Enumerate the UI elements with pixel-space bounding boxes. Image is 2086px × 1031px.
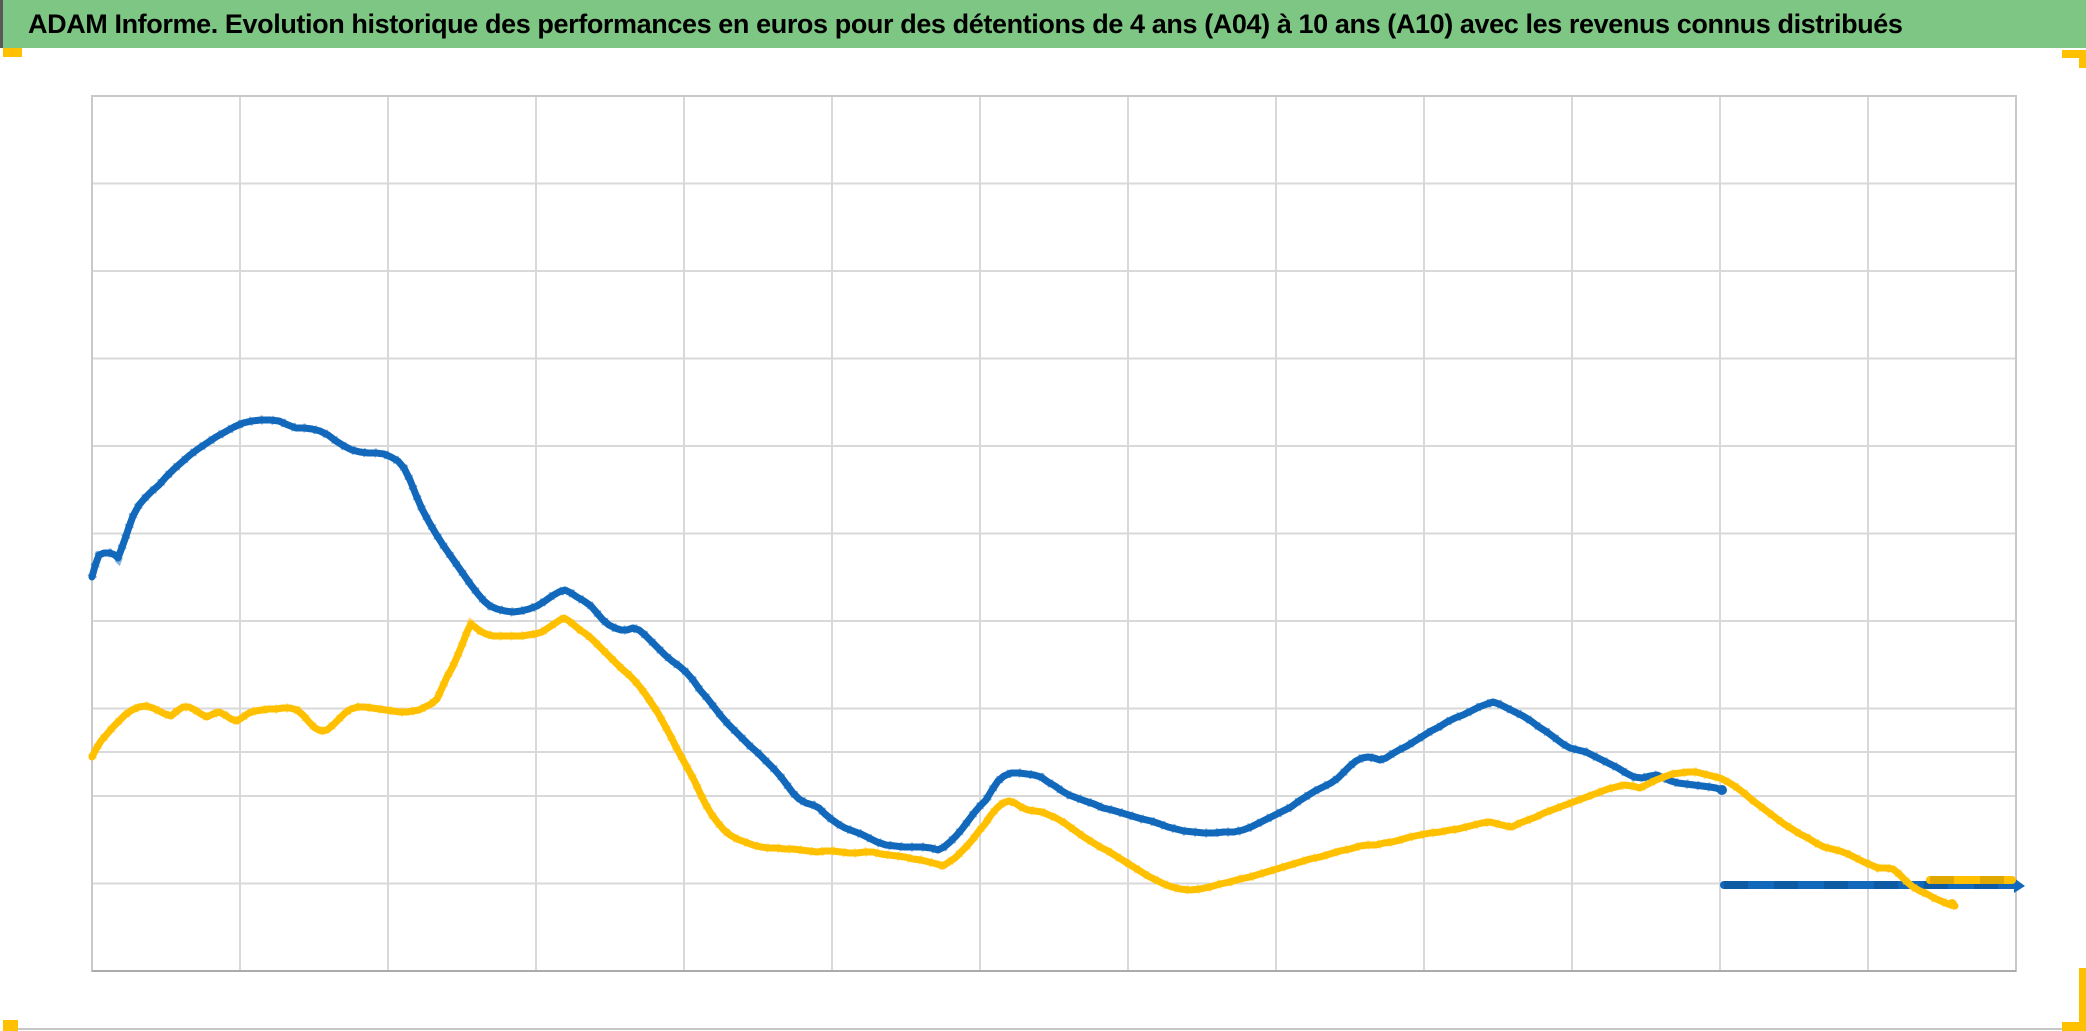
series-2-gold-end-cap xyxy=(1947,899,1957,909)
selection-bracket-top-right-v[interactable] xyxy=(2079,50,2086,68)
series-1-blue-end-cap xyxy=(1717,785,1727,795)
selection-handle-top-left[interactable] xyxy=(3,48,22,57)
selection-bracket-bottom-right-h[interactable] xyxy=(2062,1022,2086,1031)
chart-title: ADAM Informe. Evolution historique des p… xyxy=(28,8,1903,39)
series-2-gold-marker-texture xyxy=(87,612,1957,911)
series-1-blue-line[interactable] xyxy=(88,416,1726,854)
series-1-blue-marker-texture xyxy=(87,415,1724,855)
selection-handle-bottom-left[interactable] xyxy=(3,1020,18,1031)
bottom-divider-line xyxy=(18,1028,2062,1030)
left-edge-sliver xyxy=(0,0,3,48)
selection-bracket-top-right-h[interactable] xyxy=(2062,50,2086,58)
series-1-blue-flat-arrow-tip xyxy=(2014,878,2025,893)
selection-bracket-bottom-right-v[interactable] xyxy=(2079,968,2086,1031)
series-2-gold-line[interactable] xyxy=(88,614,1959,910)
title-banner: ADAM Informe. Evolution historique des p… xyxy=(0,0,2086,48)
